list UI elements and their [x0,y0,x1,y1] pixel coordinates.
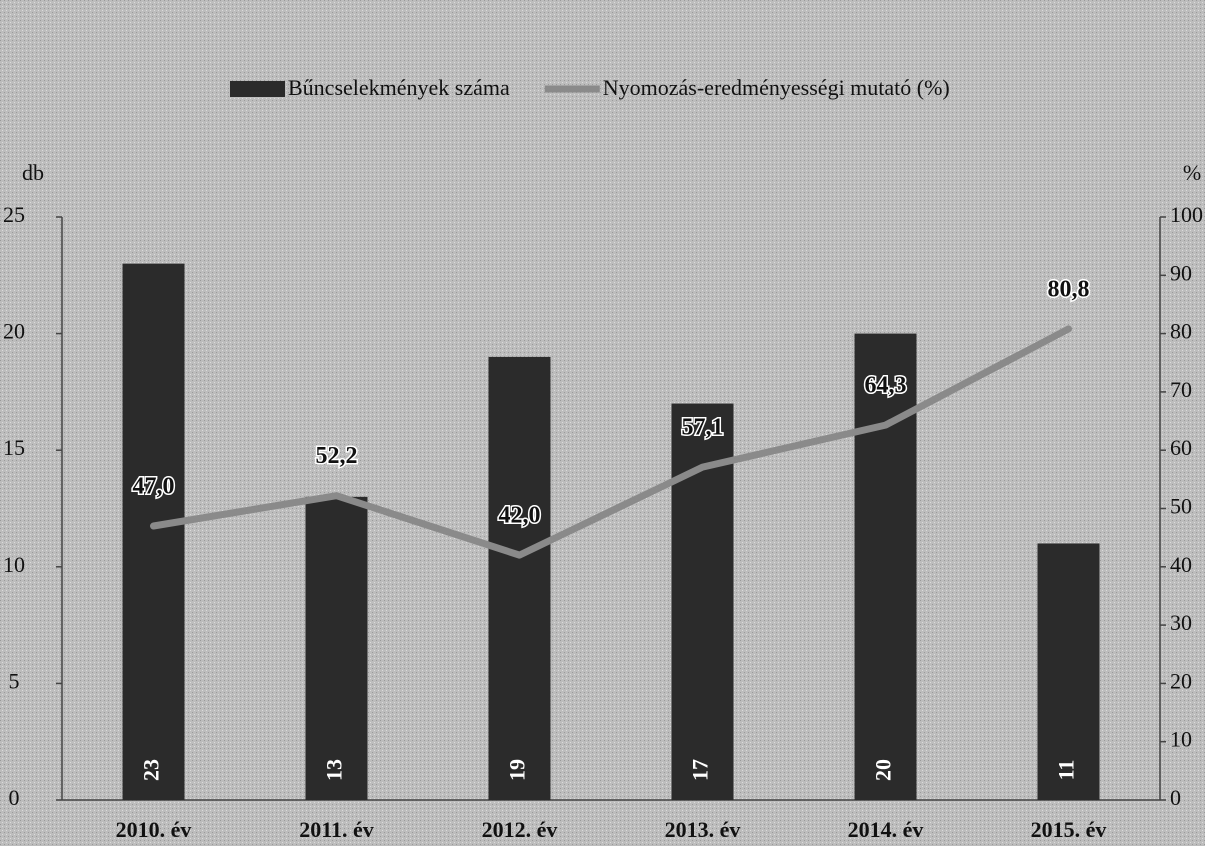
bar [489,357,551,800]
y2-tick-label: 20 [1170,668,1192,693]
y2-tick-label: 70 [1170,377,1192,402]
bar-value-label: 11 [1054,760,1079,781]
y-tick-label: 5 [9,668,20,693]
y2-tick-label: 0 [1170,785,1181,810]
y2-tick-label: 90 [1170,260,1192,285]
bar [855,334,917,800]
line-value-label: 80,8 [1048,276,1090,302]
y-tick-label: 25 [3,202,25,227]
bar-value-label: 23 [139,759,164,781]
bar-value-label: 20 [871,759,896,781]
y2-tick-label: 80 [1170,319,1192,344]
line-value-label: 57,1 [682,415,724,441]
bar [123,264,185,800]
page: {"chart_data": {"type": "bar", "categori… [0,0,1205,846]
y2-tick-label: 30 [1170,610,1192,635]
y-tick-label: 0 [9,785,20,810]
y2-tick-label: 40 [1170,552,1192,577]
x-tick-label: 2014. év [848,817,924,842]
line-value-label: 47,0 [133,473,175,499]
line-value-label: 42,0 [499,503,541,529]
y2-tick-label: 60 [1170,435,1192,460]
y-tick-label: 15 [3,435,25,460]
y2-axis-title: % [1183,160,1201,185]
bar-value-label: 17 [688,759,713,781]
x-tick-label: 2013. év [665,817,741,842]
y-axis-title: db [22,160,44,185]
y-tick-label: 10 [3,552,25,577]
line-value-label: 64,3 [865,373,907,399]
y2-tick-label: 100 [1170,202,1203,227]
y2-tick-label: 50 [1170,494,1192,519]
bar-value-label: 13 [322,759,347,781]
bar-value-label: 19 [505,759,530,781]
x-tick-label: 2010. év [116,817,192,842]
legend-label: Nyomozás-eredményességi mutató (%) [603,75,950,100]
legend-swatch [230,81,285,97]
x-tick-label: 2011. év [299,817,374,842]
legend-label: Bűncselekmények száma [288,75,510,100]
y-tick-label: 20 [3,319,25,344]
x-tick-label: 2015. év [1031,817,1107,842]
x-tick-label: 2012. év [482,817,558,842]
line-value-label: 52,2 [316,443,358,469]
bar [306,497,368,800]
y2-tick-label: 10 [1170,727,1192,752]
chart: db % 05101520250102030405060708090100201… [0,0,1205,846]
